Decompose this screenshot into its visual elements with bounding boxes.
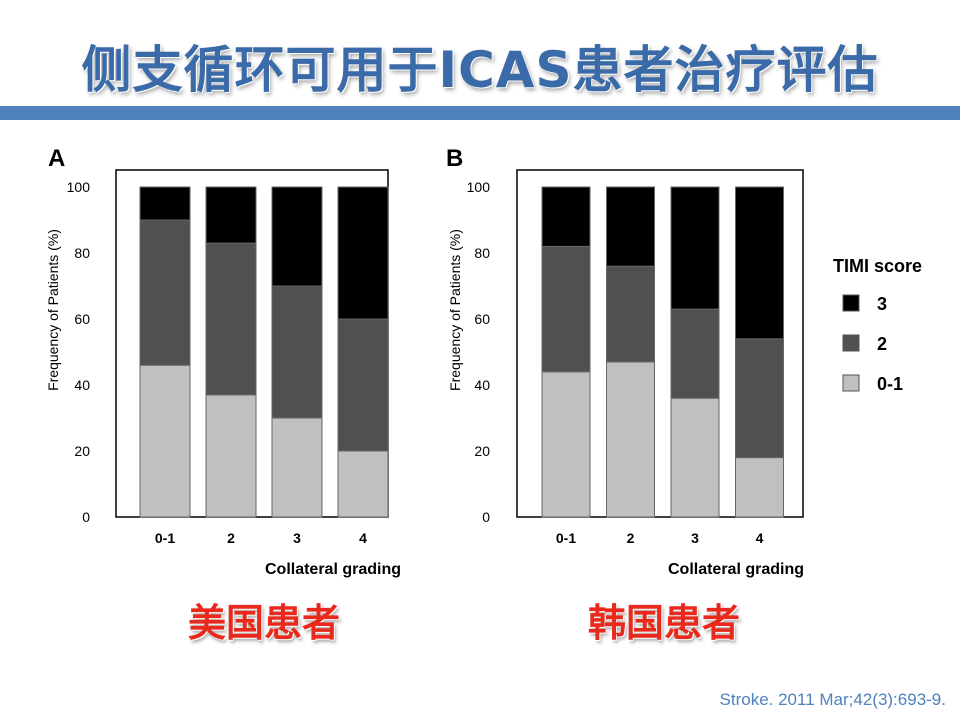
chart-b-bar-segment bbox=[606, 186, 655, 267]
chart-b-ytick-label: 100 bbox=[467, 179, 491, 195]
chart-b-ytick-label: 60 bbox=[474, 311, 490, 327]
legend-title: TIMI score bbox=[833, 256, 922, 276]
chart-a-bar-segment bbox=[337, 186, 389, 320]
chart-a-bar-segment bbox=[271, 186, 323, 287]
chart-b-ytick-label: 40 bbox=[474, 377, 490, 393]
chart-b-bar-segment bbox=[606, 361, 655, 518]
citation: Stroke. 2011 Mar;42(3):693-9. bbox=[719, 690, 946, 709]
chart-a-bar-segment bbox=[205, 186, 257, 244]
chart-b-bar-segment bbox=[541, 245, 591, 373]
chart-a-ytick-label: 80 bbox=[74, 245, 90, 261]
title-divider-bar bbox=[0, 106, 960, 120]
chart-a-bar-segment bbox=[271, 417, 323, 518]
legend-swatch bbox=[842, 334, 860, 352]
chart-a-xtick-label: 4 bbox=[359, 530, 367, 546]
chart-b-bar-segment bbox=[670, 397, 720, 518]
chart-b-caption: 韩国患者 bbox=[587, 601, 740, 645]
legend-label: 3 bbox=[877, 294, 887, 314]
legend-label: 0-1 bbox=[877, 374, 903, 394]
chart-b-bar-segment bbox=[735, 186, 784, 340]
legend-swatch bbox=[842, 294, 860, 312]
chart-b-bar-segment bbox=[541, 186, 591, 247]
chart-b-panel-label: B bbox=[446, 145, 463, 172]
chart-a-xtick-label: 3 bbox=[293, 530, 301, 546]
chart-a-ytick-label: 0 bbox=[82, 509, 90, 525]
chart-a-xtick-label: 0-1 bbox=[155, 530, 175, 546]
chart-a-bar-segment bbox=[271, 285, 323, 419]
chart-a-panel-label: A bbox=[48, 145, 65, 172]
chart-a-bar-segment bbox=[139, 219, 191, 366]
chart-a-bar-segment bbox=[139, 186, 191, 221]
chart-b-xlabel: Collateral grading bbox=[668, 561, 804, 578]
chart-a-bar-segment bbox=[337, 318, 389, 452]
chart-b-bar-segment bbox=[735, 338, 784, 459]
chart-b-ylabel: Frequency of Patients (%) bbox=[447, 229, 463, 391]
chart-b-bar-segment bbox=[670, 308, 720, 399]
chart-a-caption: 美国患者 bbox=[187, 601, 340, 645]
chart-a-bar-segment bbox=[139, 364, 191, 518]
legend-swatch bbox=[842, 374, 860, 392]
chart-a-bar-segment bbox=[337, 450, 389, 518]
chart-b-xtick-label: 4 bbox=[756, 530, 764, 546]
chart-b-ytick-label: 80 bbox=[474, 245, 490, 261]
chart-b-ytick-label: 20 bbox=[474, 443, 490, 459]
chart-b-bar-segment bbox=[541, 371, 591, 518]
chart-b-xtick-label: 3 bbox=[691, 530, 699, 546]
chart-a-xtick-label: 2 bbox=[227, 530, 235, 546]
chart-a-ytick-label: 100 bbox=[67, 179, 91, 195]
chart-a-bar-segment bbox=[205, 394, 257, 518]
chart-a-ytick-label: 20 bbox=[74, 443, 90, 459]
chart-b-plot-frame bbox=[516, 169, 804, 518]
chart-a-bar-segment bbox=[205, 242, 257, 396]
chart-b-xtick-label: 0-1 bbox=[556, 530, 576, 546]
chart-a-ytick-label: 40 bbox=[74, 377, 90, 393]
legend-label: 2 bbox=[877, 334, 887, 354]
chart-b-ytick-label: 0 bbox=[482, 509, 490, 525]
slide-title: 侧支循环可用于ICAS患者治疗评估 bbox=[81, 41, 879, 99]
chart-b-bar-segment bbox=[670, 186, 720, 310]
chart-b-bar-segment bbox=[735, 457, 784, 518]
chart-b-xtick-label: 2 bbox=[627, 530, 635, 546]
chart-b-bar-segment bbox=[606, 265, 655, 363]
chart-a-ytick-label: 60 bbox=[74, 311, 90, 327]
chart-a-xlabel: Collateral grading bbox=[265, 561, 401, 578]
chart-a-ylabel: Frequency of Patients (%) bbox=[45, 229, 61, 391]
